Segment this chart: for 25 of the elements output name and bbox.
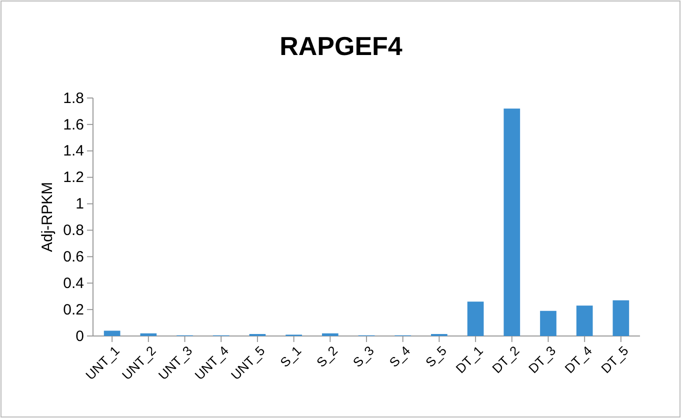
chart-title: RAPGEF4: [280, 31, 403, 61]
bar: [576, 306, 593, 336]
bar: [104, 330, 120, 336]
y-tick-label: 0.8: [63, 222, 84, 240]
y-tick-label: 0.2: [63, 301, 84, 318]
y-tick-label: 1: [76, 196, 84, 213]
y-tick-label: 0.6: [63, 248, 84, 266]
y-tick-label: 1.2: [63, 169, 84, 186]
x-tick-label: S_2: [314, 343, 340, 370]
bar: [540, 310, 556, 336]
y-tick-label: 1.4: [63, 142, 84, 160]
y-tick-label: 1.8: [63, 90, 84, 107]
x-tick-label: S_1: [277, 343, 304, 370]
y-axis-title: Adj-RPKM: [39, 182, 56, 252]
x-tick-label: S_4: [386, 343, 414, 370]
bar: [322, 333, 338, 336]
y-tick-label: 0.4: [63, 274, 84, 292]
x-tick-label: S_5: [422, 343, 450, 370]
bar: [504, 108, 520, 336]
x-tick-label: S_3: [350, 343, 377, 370]
bar: [140, 333, 157, 336]
bar: [467, 302, 484, 336]
y-tick-label: 1.6: [63, 116, 84, 134]
y-tick-label: 0: [76, 328, 84, 345]
bar: [612, 300, 630, 336]
